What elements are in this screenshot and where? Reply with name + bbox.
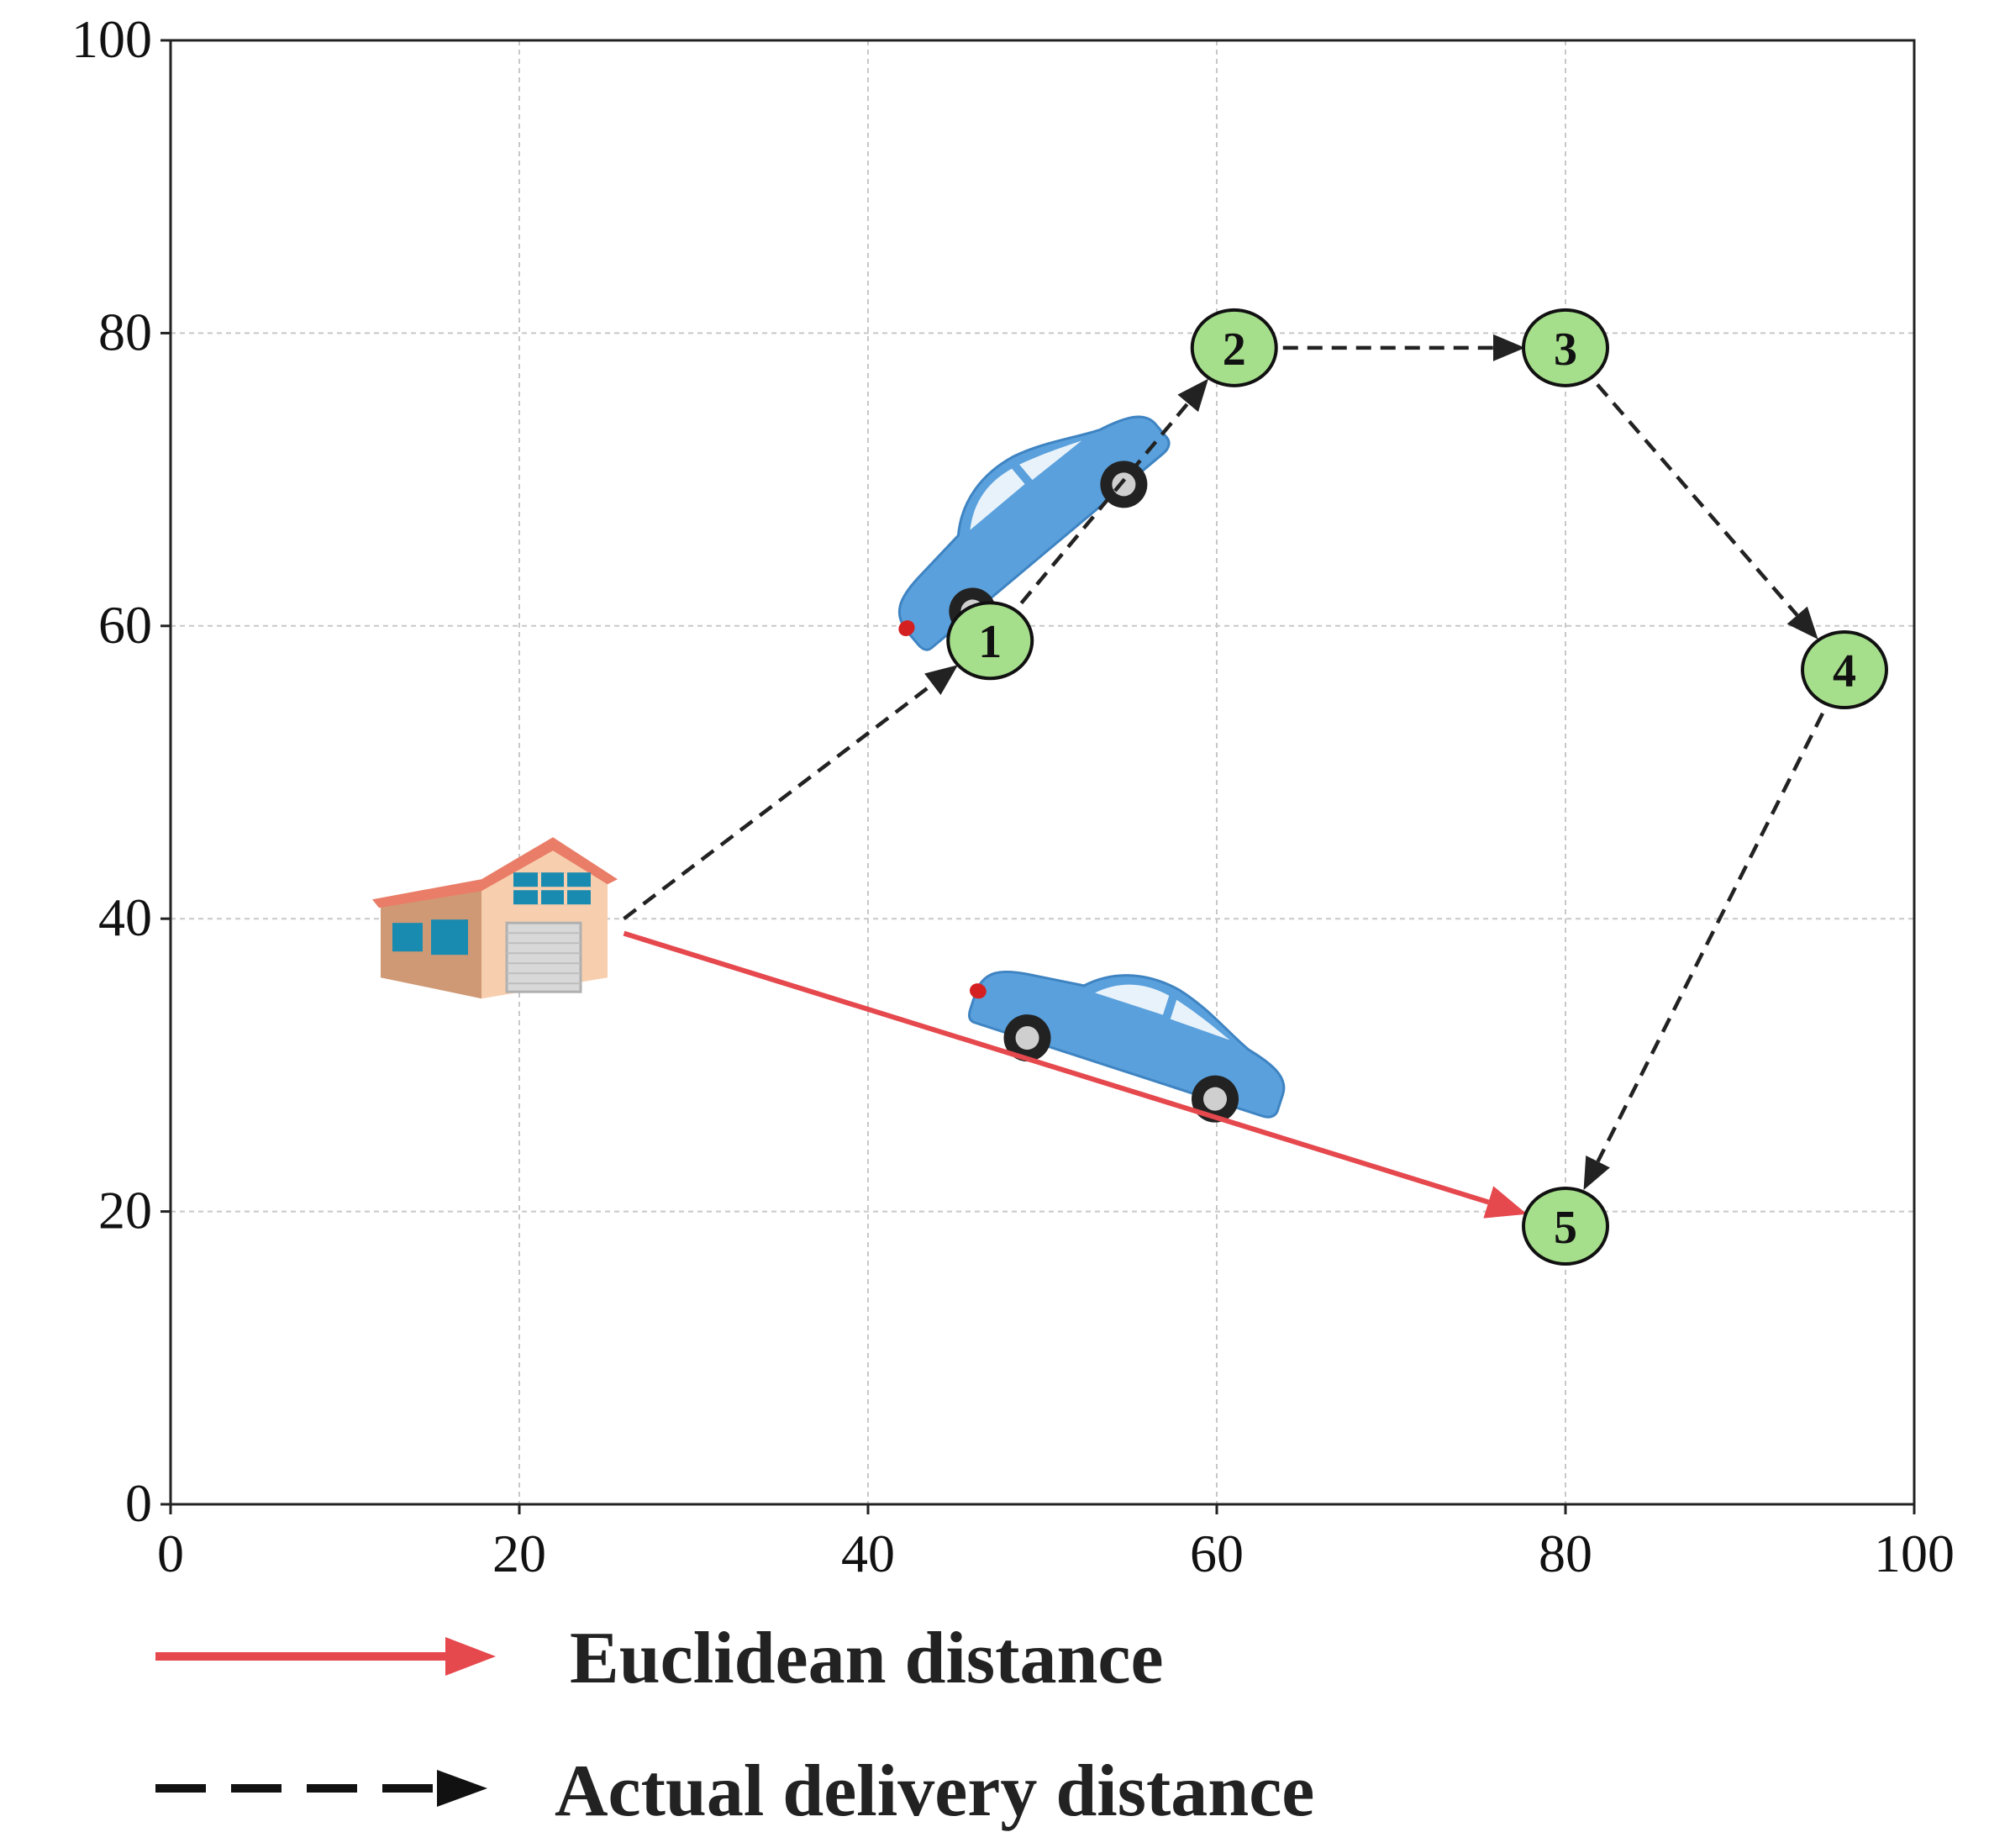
car-hubcap xyxy=(1015,1026,1039,1050)
actual-route-segment-shaft xyxy=(623,682,934,920)
car-taillight xyxy=(969,983,987,999)
warehouse-icon xyxy=(372,837,618,999)
actual-route-segment-head xyxy=(1786,606,1818,640)
car-window xyxy=(970,468,1025,530)
icons xyxy=(372,415,1286,1123)
x-tick-label: 80 xyxy=(1539,1524,1592,1583)
legend-actual-label: Actual delivery distance xyxy=(555,1751,1314,1832)
car-taillight xyxy=(898,620,915,636)
customer-node-1: 1 xyxy=(946,601,1034,681)
customer-nodes: 1 2 3 4 5 xyxy=(946,308,1888,1266)
customer-node-label: 3 xyxy=(1554,324,1577,376)
y-tick-label: 100 xyxy=(71,9,152,69)
routes xyxy=(623,334,1847,1219)
euclidean-route-line-shaft xyxy=(623,930,1490,1205)
customer-node-label: 1 xyxy=(978,616,1002,668)
warehouse-garage-door xyxy=(505,921,582,993)
axes: 0 20 40 60 80 100 0 20 40 60 80 100 xyxy=(71,9,1955,1583)
actual-route-segment xyxy=(1564,346,1818,640)
x-tick-label: 40 xyxy=(841,1524,895,1583)
car-icon xyxy=(967,970,1286,1123)
plot-frame xyxy=(169,39,1916,1506)
legend-item-actual: Actual delivery distance xyxy=(155,1751,1314,1832)
x-tick-label: 60 xyxy=(1190,1524,1244,1583)
customer-node-circle xyxy=(1801,630,1888,710)
legend: Euclidean distance Actual delivery dista… xyxy=(155,1618,1314,1832)
customer-node-label: 2 xyxy=(1223,324,1246,376)
actual-route-segment xyxy=(623,665,959,920)
euclidean-route-line xyxy=(623,930,1528,1219)
y-tick-label: 0 xyxy=(125,1473,152,1533)
customer-node-3: 3 xyxy=(1522,308,1609,387)
actual-route-segment xyxy=(1583,669,1847,1191)
y-tick-label: 20 xyxy=(98,1181,152,1240)
x-tick-label: 100 xyxy=(1874,1524,1955,1583)
customer-node-circle xyxy=(1522,1187,1609,1266)
customer-node-4: 4 xyxy=(1801,630,1888,710)
actual-route-segment-head xyxy=(924,665,959,695)
car-window xyxy=(1019,440,1082,481)
euclidean-route-line-head xyxy=(1483,1186,1528,1219)
actual-route-segment-shaft xyxy=(988,402,1190,642)
legend-actual-arrowhead xyxy=(437,1770,487,1807)
legend-item-euclidean: Euclidean distance xyxy=(155,1618,1164,1699)
car-window xyxy=(1095,984,1170,1015)
warehouse-roof xyxy=(372,837,618,908)
customer-node-label: 5 xyxy=(1554,1202,1577,1254)
actual-route-segment xyxy=(1234,334,1525,361)
customer-node-2: 2 xyxy=(1190,308,1278,387)
actual-route-segment-head xyxy=(1177,378,1209,413)
customer-node-circle xyxy=(946,601,1034,681)
actual-route-segment-head xyxy=(1493,334,1525,361)
car-hubcap xyxy=(1203,1087,1228,1111)
warehouse-window xyxy=(392,923,423,952)
car-hubcap xyxy=(1112,472,1136,497)
x-tick-label: 20 xyxy=(492,1524,546,1583)
customer-node-5: 5 xyxy=(1522,1187,1609,1266)
x-tick-label: 0 xyxy=(157,1524,184,1583)
customer-node-label: 4 xyxy=(1833,645,1856,698)
actual-route-segment xyxy=(988,378,1209,642)
y-tick-label: 80 xyxy=(98,302,152,361)
y-tick-label: 60 xyxy=(98,595,152,655)
legend-euclidean-label: Euclidean distance xyxy=(570,1618,1164,1699)
customer-node-circle xyxy=(1190,308,1278,387)
actual-route-segment-shaft xyxy=(1564,346,1799,617)
grid-lines xyxy=(171,40,1914,1504)
y-tick-label: 40 xyxy=(98,887,152,947)
warehouse-window xyxy=(431,919,468,956)
actual-route-segment-shaft xyxy=(1596,669,1847,1163)
legend-euclidean-arrowhead xyxy=(445,1637,496,1676)
car-window xyxy=(1170,999,1230,1040)
customer-node-circle xyxy=(1522,308,1609,387)
actual-route-segment-head xyxy=(1583,1155,1610,1191)
